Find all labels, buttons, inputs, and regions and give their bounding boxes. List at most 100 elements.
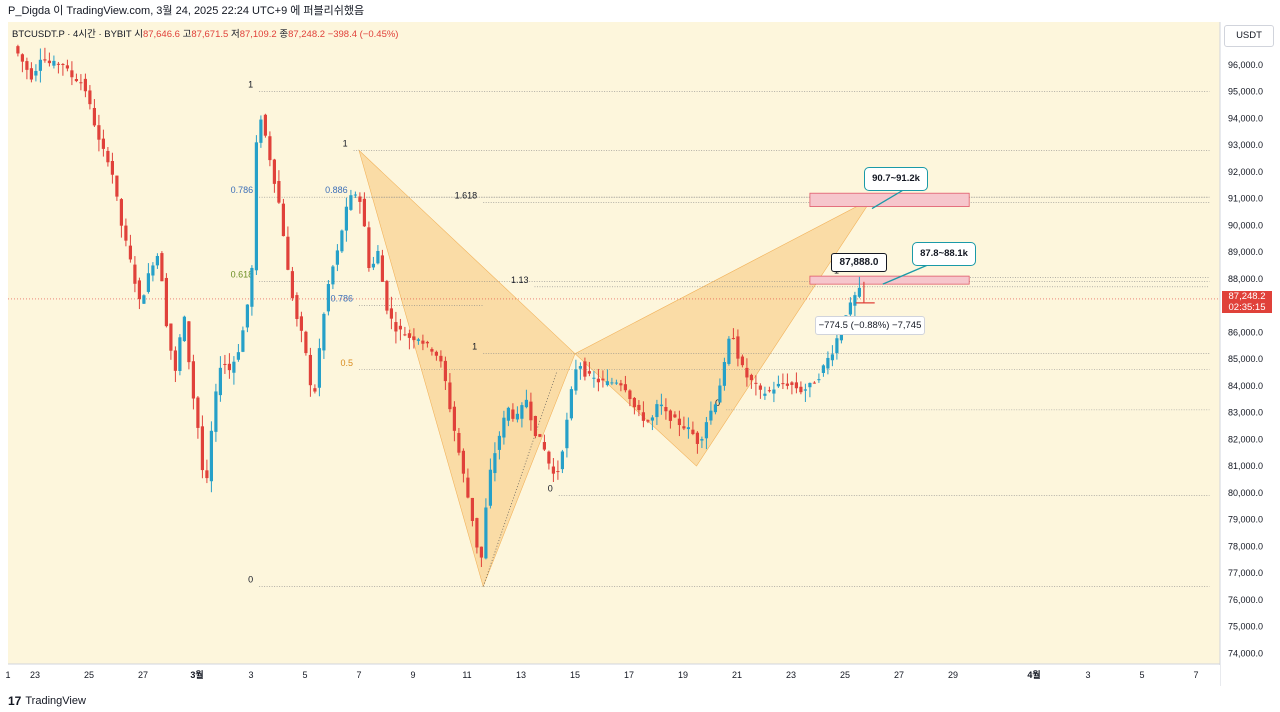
- x-tick-label: 13: [516, 670, 526, 680]
- candle-body: [542, 442, 546, 450]
- candle-body: [263, 114, 267, 136]
- candle-body: [88, 90, 92, 105]
- tradingview-logo[interactable]: 17 TradingView: [8, 694, 86, 708]
- candle-body: [628, 390, 632, 400]
- candle-body: [803, 389, 807, 391]
- candle-body: [583, 361, 587, 377]
- candle-body: [592, 377, 596, 379]
- candle-body: [340, 230, 344, 252]
- candle-body: [295, 295, 299, 319]
- candle-body: [353, 194, 357, 196]
- last-price-value: 87,248.2: [1228, 290, 1266, 302]
- candle-body: [407, 333, 411, 338]
- candle-body: [250, 267, 254, 307]
- candle-body: [403, 334, 407, 336]
- candle-body: [83, 78, 87, 92]
- publisher-text: P_Digda 이 TradingView.com, 3월 24, 2025 2…: [8, 5, 365, 17]
- candle-body: [673, 414, 677, 418]
- candle-body: [610, 382, 614, 384]
- candle-body: [101, 138, 105, 149]
- candle-body: [137, 280, 141, 300]
- candle-body: [700, 439, 704, 441]
- candle-body: [641, 412, 645, 421]
- zone-callout-lower[interactable]: 87.8~88.1k: [912, 242, 976, 266]
- candle-body: [722, 362, 726, 386]
- y-tick-label: 92,000.0: [1228, 167, 1263, 177]
- measure-tooltip: −774.5 (−0.88%) −7,745: [815, 316, 925, 335]
- candle-body: [767, 390, 771, 392]
- candle-body: [637, 404, 641, 411]
- currency-selector[interactable]: USDT: [1224, 25, 1274, 47]
- candle-body: [497, 435, 501, 450]
- price-axis-bg: [1221, 22, 1280, 686]
- x-tick-label: 23: [786, 670, 796, 680]
- fib-level-label: 1.618: [455, 191, 478, 201]
- y-tick-label: 96,000.0: [1228, 60, 1263, 70]
- zone-callout-upper[interactable]: 90.7~91.2k: [864, 167, 928, 191]
- candle-body: [623, 384, 627, 391]
- candle-body: [335, 250, 339, 265]
- fib-level-label: 0: [548, 483, 553, 493]
- candle-body: [493, 453, 497, 474]
- candle-body: [286, 236, 290, 270]
- candle-body: [304, 331, 308, 354]
- candle-body: [232, 361, 236, 373]
- candle-body: [812, 382, 816, 384]
- fib-level-label: 0.886: [325, 185, 348, 195]
- close-label: 종: [279, 29, 289, 40]
- candle-body: [461, 450, 465, 474]
- x-tick-label: 3: [1085, 670, 1090, 680]
- candle-body: [358, 196, 362, 202]
- ohlc-legend: BTCUSDT.P · 4시간 · BYBIT 시87,646.6 고87,67…: [12, 26, 398, 40]
- candle-body: [596, 378, 600, 383]
- candle-body: [713, 404, 717, 413]
- candle-body: [677, 418, 681, 426]
- candle-body: [259, 119, 263, 143]
- candle-body: [668, 410, 672, 421]
- candle-body: [236, 352, 240, 360]
- candle-body: [556, 471, 560, 473]
- price-marker[interactable]: 87,888.0: [831, 253, 887, 272]
- candle-body: [196, 397, 200, 428]
- x-tick-label: 21: [732, 670, 742, 680]
- y-tick-label: 95,000.0: [1228, 87, 1263, 97]
- low-label: 저: [230, 29, 240, 40]
- fib-level-label: 1: [343, 138, 348, 148]
- candle-body: [484, 507, 488, 559]
- candle-body: [430, 349, 434, 352]
- candle-body: [511, 409, 515, 419]
- candle-body: [331, 266, 335, 285]
- fib-level-label: 0: [715, 398, 720, 408]
- fib-level-label: 1.13: [511, 275, 529, 285]
- candle-body: [43, 59, 47, 61]
- candle-body: [281, 203, 285, 237]
- y-tick-label: 80,000.0: [1228, 488, 1263, 498]
- candle-body: [128, 245, 132, 260]
- time-axis-bg: [0, 665, 1220, 687]
- candle-body: [479, 546, 483, 558]
- candle-body: [214, 391, 218, 432]
- candle-body: [709, 410, 713, 421]
- candle-body: [587, 371, 591, 374]
- candle-body: [565, 419, 569, 449]
- candle-body: [457, 433, 461, 453]
- y-tick-label: 88,000.0: [1228, 274, 1263, 284]
- candle-body: [200, 426, 204, 471]
- target-zone: [809, 275, 970, 285]
- candle-body: [488, 469, 492, 506]
- candle-body: [763, 393, 767, 396]
- candle-body: [70, 70, 74, 78]
- candle-body: [452, 406, 456, 431]
- close-value: 87,248.2: [288, 29, 326, 40]
- candle-body: [398, 325, 402, 330]
- tradingview-logo-icon: 17: [8, 694, 22, 708]
- x-tick-label: 7: [1193, 670, 1198, 680]
- candle-body: [367, 227, 371, 269]
- y-tick-label: 82,000.0: [1228, 434, 1263, 444]
- symbol-label[interactable]: BTCUSDT.P · 4시간 · BYBIT: [12, 29, 132, 40]
- x-tick-label: 11: [462, 670, 471, 680]
- x-tick-label: 25: [840, 670, 850, 680]
- candle-body: [61, 64, 65, 66]
- candle-body: [538, 434, 542, 437]
